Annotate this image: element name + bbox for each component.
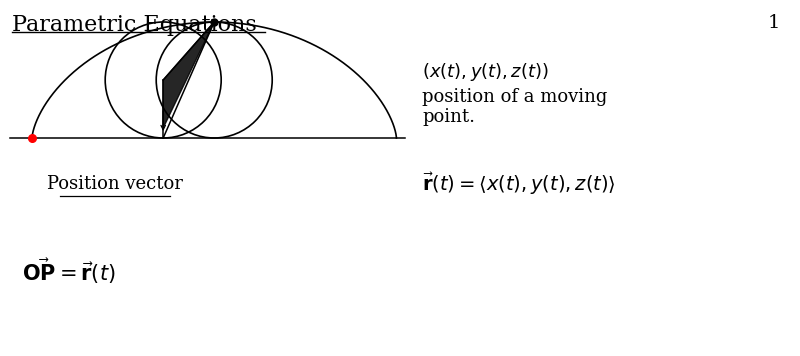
- Text: $\vec{\mathbf{OP}} = \vec{\mathbf{r}}(t)$: $\vec{\mathbf{OP}} = \vec{\mathbf{r}}(t)…: [22, 256, 116, 286]
- Text: position of a moving: position of a moving: [422, 88, 607, 106]
- Polygon shape: [163, 22, 214, 128]
- Text: $(x(t), y(t), z(t))$: $(x(t), y(t), z(t))$: [422, 61, 549, 83]
- Text: Parametric Equations: Parametric Equations: [12, 14, 257, 36]
- Text: 1: 1: [768, 14, 780, 32]
- Text: point.: point.: [422, 108, 475, 126]
- Text: Position vector: Position vector: [47, 175, 183, 193]
- Text: $\vec{\mathbf{r}}(t) = \langle x(t), y(t), z(t) \rangle$: $\vec{\mathbf{r}}(t) = \langle x(t), y(t…: [422, 171, 616, 197]
